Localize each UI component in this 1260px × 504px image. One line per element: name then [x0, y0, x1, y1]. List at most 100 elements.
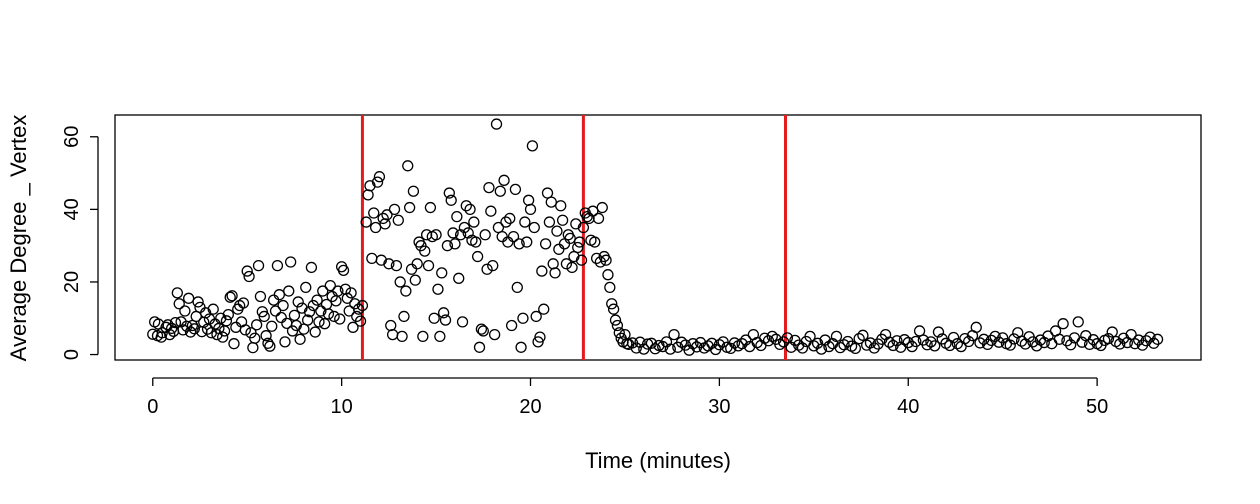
- data-point: [453, 272, 465, 284]
- data-point: [266, 320, 278, 332]
- data-point: [596, 201, 608, 214]
- data-point: [403, 201, 416, 214]
- data-point: [1151, 333, 1164, 345]
- data-point: [250, 319, 263, 331]
- data-point: [606, 298, 618, 310]
- data-point: [155, 331, 167, 343]
- data-point: [254, 290, 267, 303]
- data-point: [269, 305, 282, 317]
- data-point: [249, 332, 261, 344]
- data-point: [239, 324, 251, 336]
- data-point: [324, 279, 336, 292]
- data-point: [392, 214, 404, 226]
- data-point: [424, 201, 437, 214]
- data-point: [301, 314, 314, 326]
- data-point: [1140, 335, 1152, 347]
- data-point: [328, 310, 340, 323]
- data-point: [260, 330, 272, 342]
- data-points: [147, 118, 1164, 356]
- data-point: [556, 214, 569, 226]
- data-point: [345, 287, 357, 299]
- data-point: [522, 194, 535, 206]
- data-point: [981, 338, 994, 351]
- data-point: [447, 227, 459, 239]
- data-point: [181, 320, 193, 332]
- data-point: [434, 330, 446, 343]
- data-point: [505, 319, 518, 332]
- data-point: [1129, 338, 1141, 350]
- plot-frame: [114, 114, 1202, 361]
- data-point: [317, 285, 329, 297]
- data-point: [564, 232, 576, 245]
- data-point: [823, 340, 835, 353]
- data-point: [318, 318, 331, 330]
- data-point: [511, 281, 523, 294]
- data-point: [177, 324, 189, 336]
- data-point: [553, 243, 565, 255]
- data-point: [283, 285, 295, 297]
- data-point: [188, 323, 200, 335]
- data-point: [536, 265, 548, 277]
- data-point: [951, 338, 964, 350]
- data-point: [545, 196, 557, 208]
- data-point: [409, 274, 421, 286]
- data-point: [352, 303, 365, 315]
- data-point: [1144, 331, 1156, 343]
- data-point: [441, 240, 454, 252]
- data-point: [267, 294, 280, 306]
- data-point: [388, 203, 401, 216]
- data-point: [371, 176, 384, 188]
- data-point: [366, 252, 378, 265]
- data-point: [521, 236, 533, 248]
- data-point: [173, 298, 185, 310]
- data-point: [1102, 332, 1115, 345]
- data-point: [555, 200, 567, 212]
- data-point: [300, 281, 312, 294]
- data-point: [500, 216, 512, 228]
- data-point: [530, 310, 542, 323]
- data-point: [386, 328, 399, 341]
- data-point: [400, 285, 412, 297]
- data-point: [566, 261, 578, 274]
- data-point: [1114, 338, 1126, 350]
- data-point: [337, 264, 350, 277]
- data-point: [538, 303, 550, 315]
- data-point: [539, 238, 552, 250]
- data-point: [592, 212, 605, 225]
- data-point: [796, 342, 809, 354]
- data-point: [411, 258, 423, 270]
- data-point: [279, 336, 291, 348]
- data-point: [766, 330, 778, 343]
- data-point: [360, 216, 372, 228]
- data-point: [910, 335, 922, 348]
- data-point: [496, 230, 508, 243]
- data-point: [526, 140, 539, 152]
- data-point: [664, 343, 676, 355]
- data-point: [997, 332, 1009, 344]
- data-point: [468, 216, 480, 228]
- data-point: [430, 229, 442, 241]
- data-point: [383, 258, 395, 270]
- data-point: [485, 205, 497, 217]
- data-point: [475, 323, 488, 335]
- data-point: [970, 321, 982, 333]
- data-point: [228, 338, 240, 350]
- data-point: [405, 263, 418, 275]
- x-tick-label: 10: [331, 396, 353, 418]
- data-point: [1008, 333, 1020, 345]
- data-point: [220, 315, 233, 327]
- data-point: [275, 311, 287, 324]
- data-point: [534, 331, 546, 343]
- data-point: [549, 267, 561, 279]
- data-point: [490, 118, 503, 130]
- data-point: [224, 291, 236, 303]
- data-point: [488, 328, 501, 341]
- data-point: [166, 322, 178, 335]
- data-point: [513, 238, 525, 250]
- data-point: [313, 316, 325, 328]
- x-tick-label: 50: [1086, 396, 1108, 418]
- data-point: [217, 331, 229, 343]
- data-point: [1148, 337, 1160, 349]
- data-point: [432, 283, 444, 295]
- data-point: [504, 212, 516, 225]
